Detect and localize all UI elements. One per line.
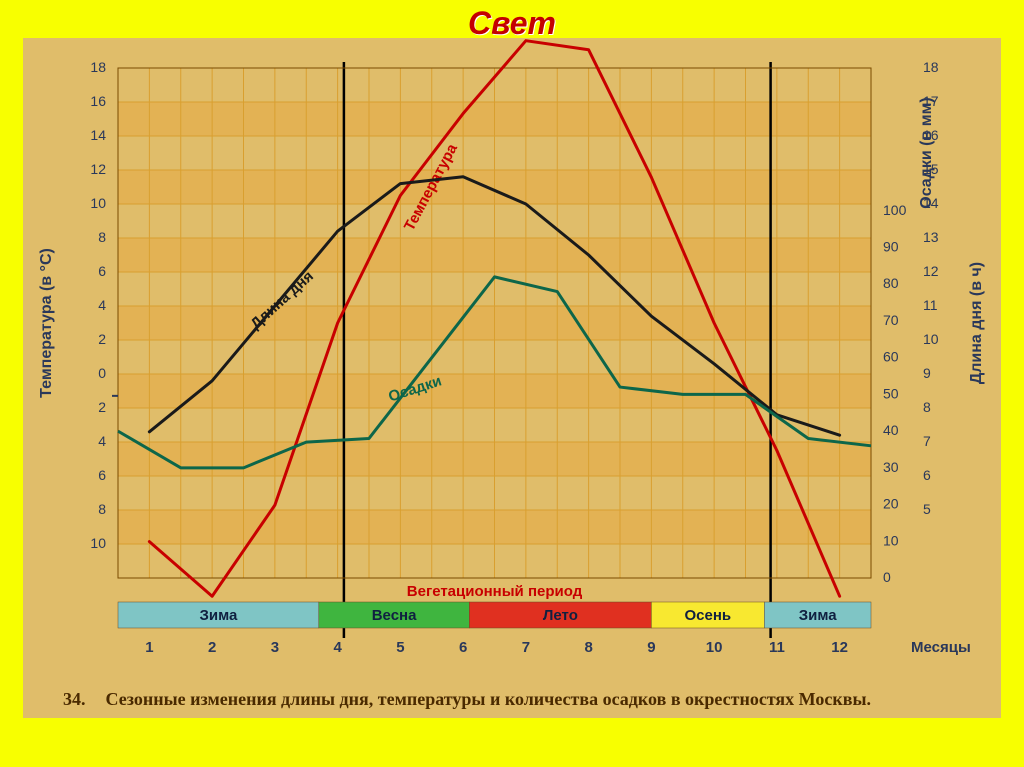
svg-text:Длина дня (в ч): Длина дня (в ч) bbox=[968, 262, 985, 384]
svg-text:6: 6 bbox=[459, 639, 467, 656]
chart-panel: 181614121086420246810Температура (в °С)1… bbox=[23, 38, 1001, 718]
svg-text:5: 5 bbox=[923, 501, 931, 517]
caption-number: 34. bbox=[63, 688, 101, 711]
svg-text:30: 30 bbox=[883, 459, 899, 475]
svg-text:Лето: Лето bbox=[543, 607, 578, 624]
caption-text: Сезонные изменения длины дня, температур… bbox=[106, 689, 872, 709]
svg-text:4: 4 bbox=[333, 639, 342, 656]
svg-text:Температура (в °С): Температура (в °С) bbox=[38, 248, 55, 398]
svg-text:18: 18 bbox=[923, 59, 939, 75]
svg-text:8: 8 bbox=[98, 501, 106, 517]
svg-text:Зима: Зима bbox=[799, 607, 838, 624]
svg-text:6: 6 bbox=[98, 263, 106, 279]
svg-text:Вегетационный период: Вегетационный период bbox=[407, 583, 583, 600]
svg-text:Осадки (в мм): Осадки (в мм) bbox=[918, 97, 935, 209]
svg-text:14: 14 bbox=[90, 127, 106, 143]
svg-text:80: 80 bbox=[883, 275, 899, 291]
svg-text:2: 2 bbox=[208, 639, 216, 656]
svg-text:8: 8 bbox=[584, 639, 592, 656]
svg-text:90: 90 bbox=[883, 239, 899, 255]
chart-caption: 34. Сезонные изменения длины дня, темпер… bbox=[63, 688, 961, 711]
svg-text:2: 2 bbox=[98, 399, 106, 415]
svg-text:3: 3 bbox=[271, 639, 279, 656]
svg-text:50: 50 bbox=[883, 385, 899, 401]
svg-text:11: 11 bbox=[769, 639, 785, 656]
svg-text:11: 11 bbox=[923, 297, 938, 313]
svg-text:60: 60 bbox=[883, 349, 899, 365]
svg-text:20: 20 bbox=[883, 496, 899, 512]
svg-text:12: 12 bbox=[923, 263, 939, 279]
svg-text:1: 1 bbox=[145, 639, 153, 656]
svg-text:12: 12 bbox=[831, 639, 848, 656]
svg-text:6: 6 bbox=[98, 467, 106, 483]
svg-text:Зима: Зима bbox=[199, 607, 238, 624]
svg-text:7: 7 bbox=[923, 433, 931, 449]
svg-text:5: 5 bbox=[396, 639, 404, 656]
svg-text:4: 4 bbox=[98, 433, 106, 449]
svg-text:70: 70 bbox=[883, 312, 899, 328]
svg-text:0: 0 bbox=[883, 569, 891, 585]
svg-text:12: 12 bbox=[90, 161, 106, 177]
svg-text:10: 10 bbox=[923, 331, 939, 347]
svg-text:2: 2 bbox=[98, 331, 106, 347]
svg-text:13: 13 bbox=[923, 229, 939, 245]
svg-text:10: 10 bbox=[706, 639, 723, 656]
svg-text:40: 40 bbox=[883, 422, 899, 438]
seasonal-chart: 181614121086420246810Температура (в °С)1… bbox=[23, 38, 1001, 718]
page-title: Свет bbox=[0, 5, 1024, 42]
svg-text:8: 8 bbox=[923, 399, 931, 415]
svg-text:Осень: Осень bbox=[685, 607, 732, 624]
svg-text:10: 10 bbox=[90, 535, 106, 551]
svg-text:10: 10 bbox=[883, 532, 899, 548]
svg-text:8: 8 bbox=[98, 229, 106, 245]
svg-text:6: 6 bbox=[923, 467, 931, 483]
svg-text:9: 9 bbox=[647, 639, 655, 656]
svg-text:10: 10 bbox=[90, 195, 106, 211]
svg-text:Весна: Весна bbox=[372, 607, 417, 624]
svg-text:9: 9 bbox=[923, 365, 931, 381]
svg-text:7: 7 bbox=[522, 639, 530, 656]
svg-text:0: 0 bbox=[98, 365, 106, 381]
svg-text:16: 16 bbox=[90, 93, 106, 109]
svg-text:100: 100 bbox=[883, 202, 907, 218]
svg-text:Месяцы: Месяцы bbox=[911, 639, 971, 656]
svg-text:18: 18 bbox=[90, 59, 106, 75]
svg-text:4: 4 bbox=[98, 297, 106, 313]
